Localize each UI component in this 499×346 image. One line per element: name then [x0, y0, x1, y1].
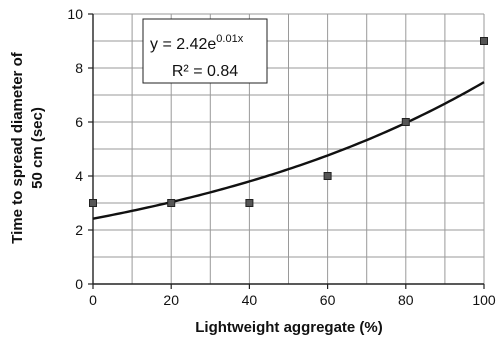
y-tick-label: 10 [67, 6, 83, 22]
x-axis-label: Lightweight aggregate (%) [195, 319, 383, 336]
x-tick-label: 100 [472, 292, 496, 308]
data-point [89, 199, 97, 207]
equation-box-frame [142, 18, 268, 84]
data-point [323, 172, 332, 180]
r-squared-text: R² = 0.84 [172, 63, 238, 80]
data-point [167, 199, 176, 207]
data-point [245, 199, 254, 207]
data-point [480, 37, 488, 45]
y-tick-label: 4 [75, 168, 83, 184]
y-axis-label-line2: 50 cm (sec) [29, 107, 46, 189]
equation-box: y = 2.42e0.01x R² = 0.84 [142, 18, 268, 84]
tick-labels: 0 20 40 60 80 100 0 2 4 6 8 10 [67, 6, 495, 308]
data-points [89, 37, 488, 207]
equation-exponent: 0.01x [216, 33, 243, 45]
y-axis-label: Time to spread diameter of 50 cm (sec) [9, 51, 46, 243]
x-tick-label: 0 [89, 292, 97, 308]
y-tick-label: 0 [75, 276, 83, 292]
x-tick-label: 40 [242, 292, 258, 308]
exponential-trendline [92, 81, 485, 220]
x-tick-label: 20 [163, 292, 179, 308]
y-tick-label: 8 [75, 60, 83, 76]
y-tick-label: 6 [75, 114, 83, 130]
x-tick-label: 60 [320, 292, 336, 308]
equation-prefix: y = 2.42e [150, 36, 216, 53]
x-tick-label: 80 [398, 292, 414, 308]
y-axis-label-line1: Time to spread diameter of [9, 51, 26, 243]
axes [88, 13, 485, 289]
grid-lines [93, 13, 485, 284]
y-tick-label: 2 [75, 222, 83, 238]
equation-text: y = 2.42e0.01x [150, 33, 244, 53]
data-point [401, 118, 410, 126]
